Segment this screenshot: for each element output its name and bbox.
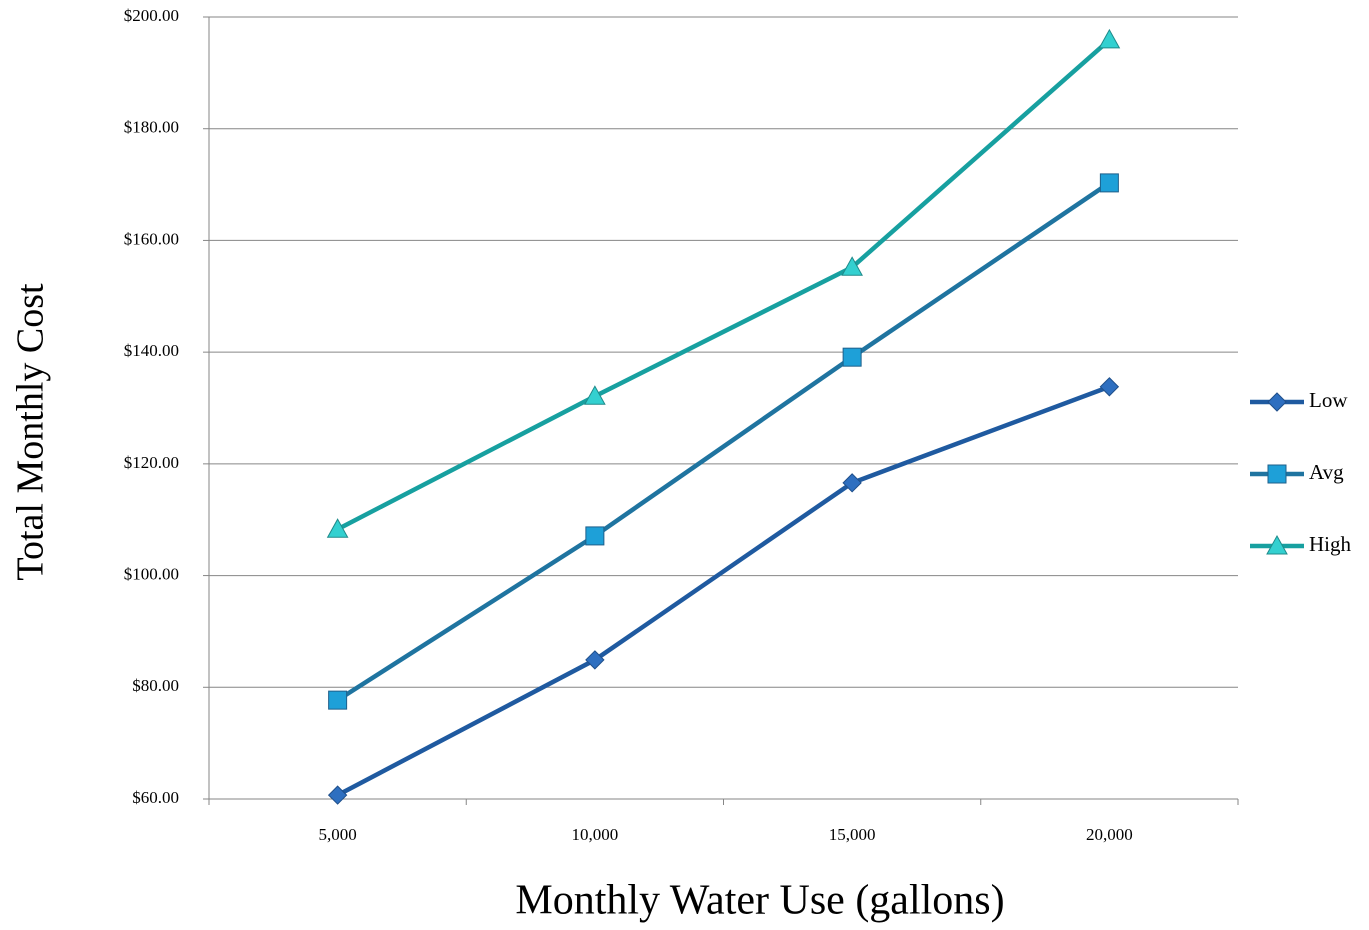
y-tick-label: $180.00: [124, 118, 179, 137]
legend-marker: [1266, 534, 1288, 555]
y-tick-label: $160.00: [124, 229, 179, 248]
y-tick-label: $80.00: [132, 676, 179, 695]
series-line: [336, 38, 1111, 532]
data-point: [585, 526, 605, 546]
data-point: [1099, 377, 1120, 397]
y-tick-label: $120.00: [124, 453, 179, 472]
data-point: [1098, 28, 1121, 49]
y-axis-title: Total Monthly Cost: [10, 283, 52, 581]
series-line: [336, 181, 1111, 703]
legend-label: High: [1309, 532, 1352, 556]
x-tick-label: 5,000: [319, 825, 357, 844]
data-point: [327, 785, 348, 805]
legend-marker: [1267, 392, 1287, 412]
data-point: [842, 473, 862, 493]
x-tick-label: 20,000: [1086, 825, 1133, 844]
series-line: [336, 384, 1111, 798]
y-tick-label: $200.00: [124, 6, 179, 25]
x-axis-title: Monthly Water Use (gallons): [515, 878, 1004, 924]
legend-marker: [1267, 464, 1287, 484]
data-point: [842, 347, 862, 367]
data-point: [585, 650, 605, 670]
x-tick-label: 10,000: [572, 825, 619, 844]
data-point: [328, 690, 348, 710]
data-point: [584, 385, 606, 405]
data-point: [841, 256, 863, 276]
legend-label: Low: [1309, 388, 1348, 412]
data-point: [326, 518, 349, 538]
legend-label: Avg: [1309, 460, 1344, 484]
y-tick-label: $140.00: [124, 341, 179, 360]
y-tick-label: $60.00: [132, 788, 179, 807]
data-point: [1099, 173, 1119, 193]
x-tick-label: 15,000: [829, 825, 876, 844]
y-tick-label: $100.00: [124, 564, 179, 583]
